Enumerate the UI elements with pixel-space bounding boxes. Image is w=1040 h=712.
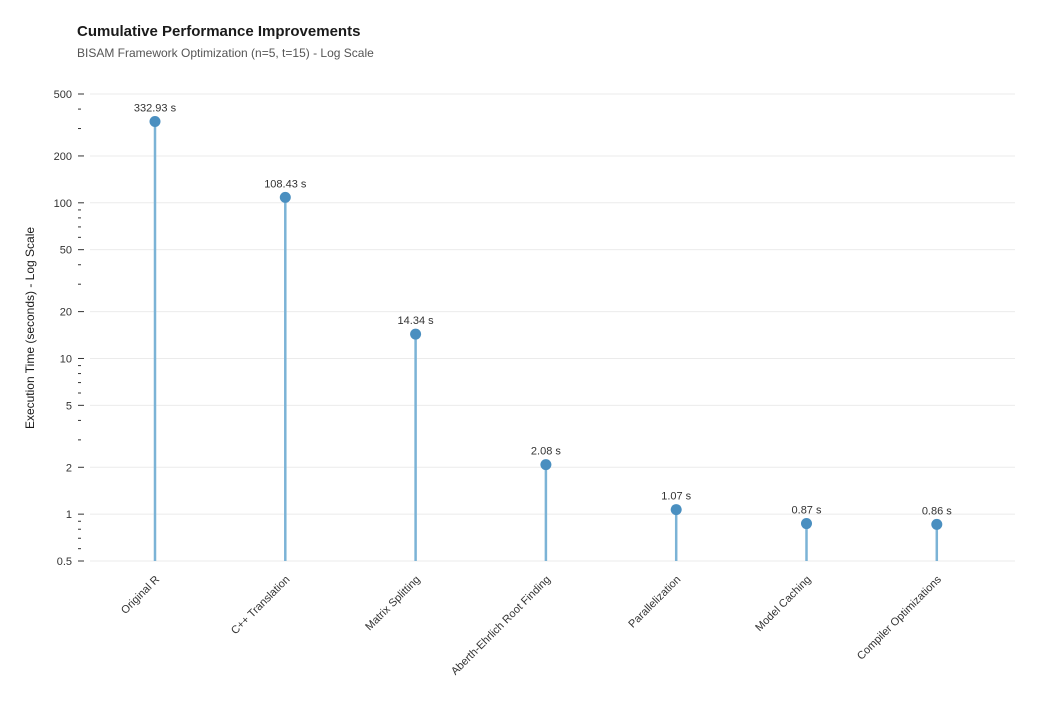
y-tick-label: 0.5 [57, 556, 72, 568]
data-label: 108.43 s [264, 178, 307, 190]
y-axis-label: Execution Time (seconds) - Log Scale [23, 227, 37, 429]
x-tick-label: Model Caching [753, 574, 813, 634]
data-point [540, 459, 552, 471]
x-tick-label: Parallelization [626, 574, 683, 631]
y-tick-label: 2 [66, 462, 72, 474]
x-axis: Original R C++ Translation Matrix Splittin… [119, 573, 944, 677]
y-tick-label: 20 [60, 307, 72, 319]
data-point [931, 518, 943, 530]
data-label: 0.86 s [922, 505, 952, 517]
data-point [670, 504, 682, 516]
chart-subtitle: BISAM Framework Optimization (n=5, t=15)… [77, 46, 374, 60]
x-tick-label: Aberth-Ehrlich Root Finding [449, 574, 553, 678]
chart-marks: 332.93 s 108.43 s 14.34 s 2.08 s 1.07 s 0.87 … [134, 102, 952, 561]
y-tick-label: 1 [66, 509, 72, 521]
y-tick-label: 50 [60, 245, 72, 257]
y-tick-label: 5 [66, 400, 72, 412]
data-label: 2.08 s [531, 446, 561, 458]
data-point [801, 518, 812, 530]
data-label: 332.93 s [134, 102, 177, 114]
data-point [149, 115, 161, 127]
x-tick-label: C++ Translation [229, 574, 292, 637]
x-tick-label: Original R [119, 574, 162, 617]
x-tick-label: Compiler Optimizations [855, 573, 944, 662]
y-tick-label: 200 [54, 151, 72, 163]
y-tick-label: 500 [54, 89, 72, 101]
data-point [410, 328, 422, 340]
grid-lines [90, 93, 1015, 562]
x-tick-label: Matrix Splitting [363, 574, 422, 633]
data-label: 14.34 s [398, 315, 435, 327]
y-tick-label: 10 [60, 353, 72, 365]
data-label: 1.07 s [661, 491, 691, 503]
y-axis: 0.5 1 2 5 10 20 50 100 200 500 [54, 89, 84, 568]
chart-title: Cumulative Performance Improvements [77, 23, 360, 40]
data-label: 0.87 s [792, 505, 822, 517]
y-tick-label: 100 [54, 198, 72, 210]
data-point [279, 191, 291, 203]
